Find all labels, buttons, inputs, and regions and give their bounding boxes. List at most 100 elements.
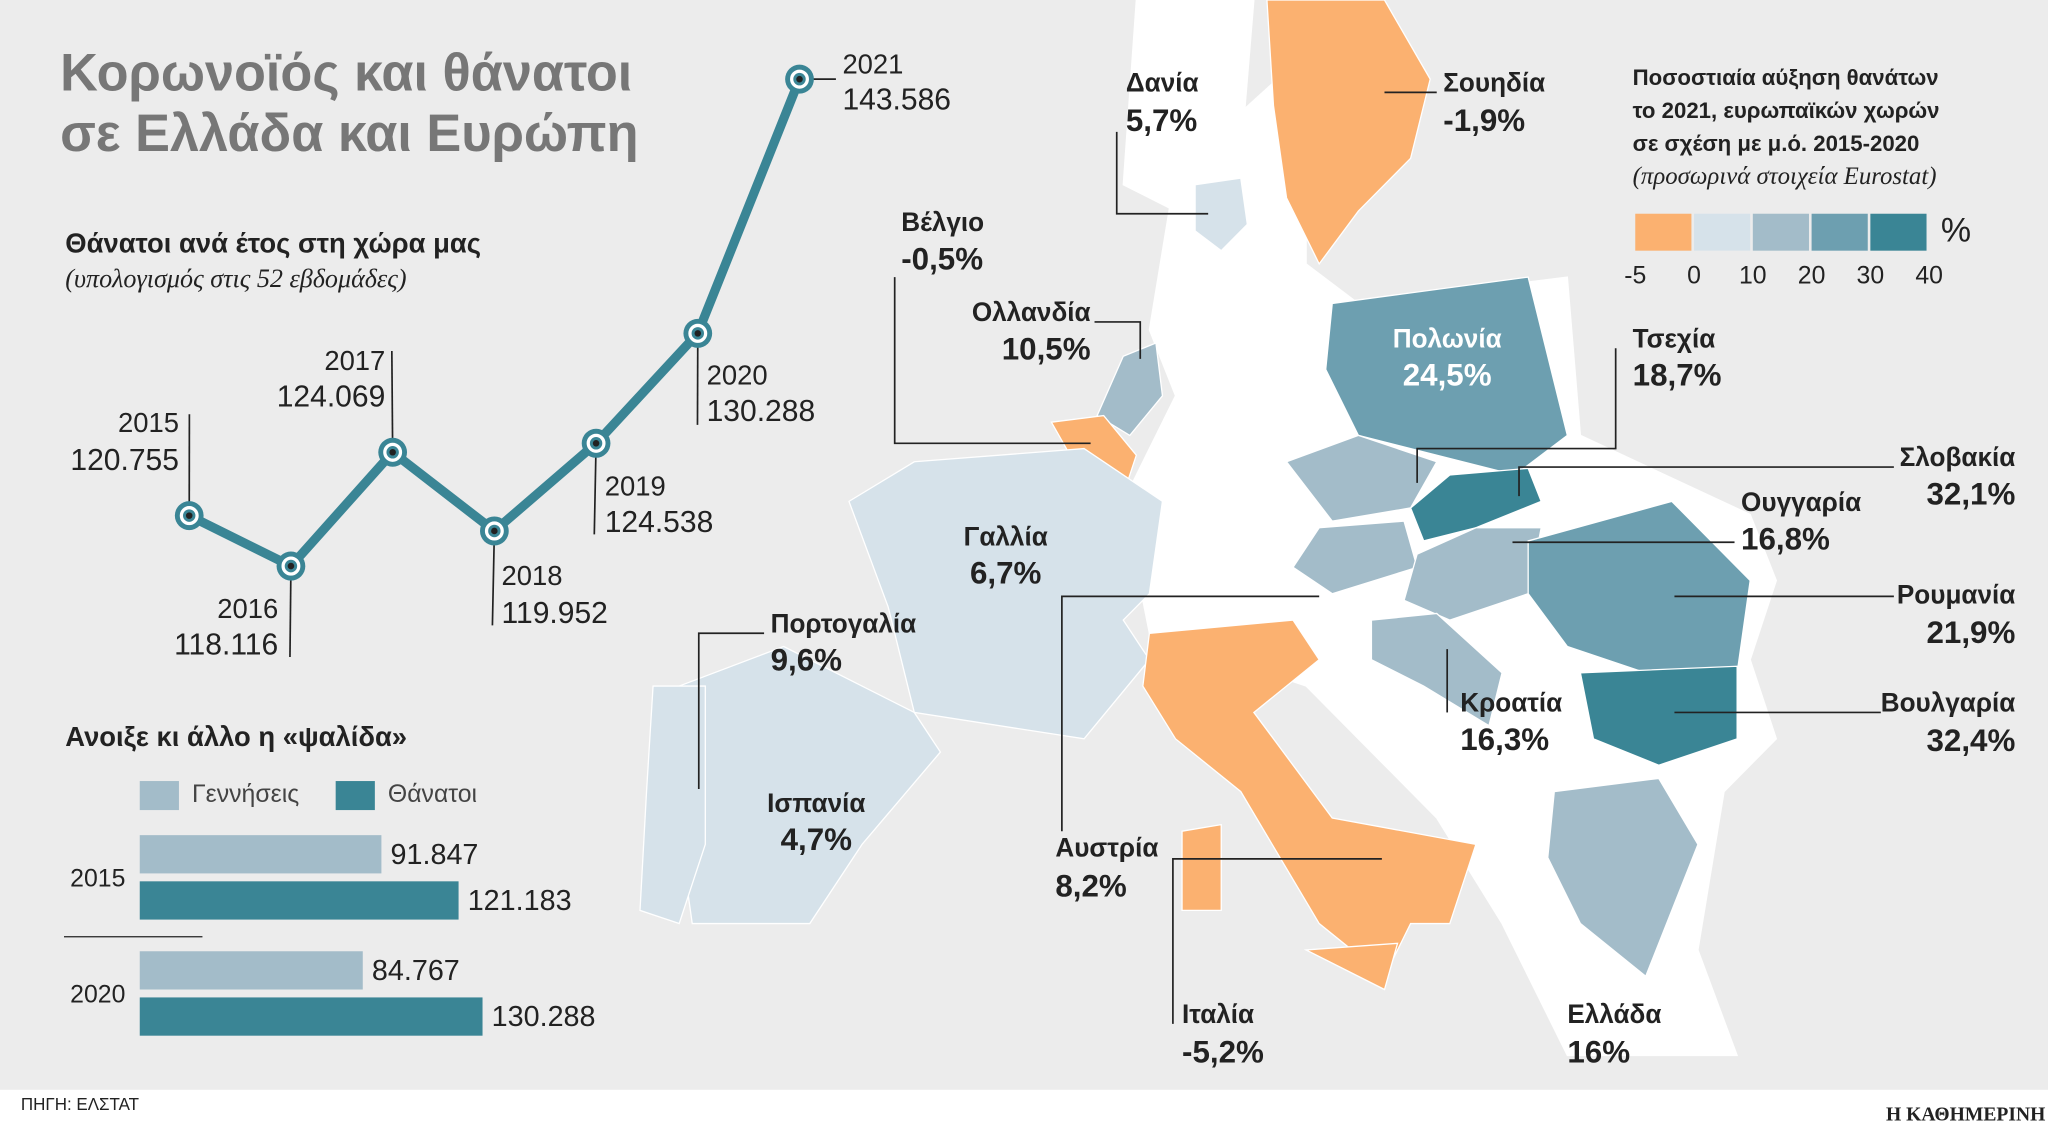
country-value: 24,5% bbox=[1403, 357, 1492, 393]
chart-title: Θάνατοι ανά έτος στη χώρα μας bbox=[65, 228, 481, 259]
title: σε Ελλάδα και Ευρώπη bbox=[60, 104, 638, 163]
legend-title: Ποσοστιαία αύξηση θανάτων bbox=[1633, 65, 1939, 90]
year-label: 2015 bbox=[118, 407, 179, 438]
country-name: Ουγγαρία bbox=[1741, 487, 1861, 517]
legend-tick: -5 bbox=[1624, 262, 1646, 290]
legend-label: Γεννήσεις bbox=[192, 780, 299, 808]
country-value: 16% bbox=[1567, 1033, 1630, 1069]
chart-subtitle: (υπολογισμός στις 52 εβδομάδες) bbox=[65, 264, 406, 293]
legend-tick: 40 bbox=[1915, 262, 1943, 290]
value-label: 118.116 bbox=[174, 628, 278, 661]
leaders bbox=[697, 91, 1894, 1024]
point-dot bbox=[592, 439, 600, 447]
country-value: 6,7% bbox=[970, 554, 1041, 590]
legend-swatch bbox=[335, 781, 375, 811]
title: Κορωνοϊός και θάνατοι bbox=[60, 43, 632, 102]
country-name: Ολλανδία bbox=[972, 297, 1091, 327]
country-name: Σλοβακία bbox=[1900, 442, 2016, 472]
legend-tick: 20 bbox=[1798, 262, 1826, 290]
value-label: 121.183 bbox=[468, 885, 572, 917]
country-value: 16,3% bbox=[1460, 721, 1549, 757]
leader bbox=[390, 350, 394, 453]
year-label: 2016 bbox=[217, 593, 278, 624]
brand: Η ΚΑΘΗΜΕΡΙΝΗ bbox=[1886, 1104, 2045, 1126]
value-label: 84.767 bbox=[372, 955, 460, 987]
bar bbox=[139, 835, 382, 874]
value-label: 91.847 bbox=[391, 839, 479, 871]
legend-title: σε σχέση με μ.ό. 2015-2020 bbox=[1633, 131, 1920, 156]
country-value: 32,4% bbox=[1926, 722, 2015, 758]
chart-title: Ανοιξε κι άλλο η «ψαλίδα» bbox=[65, 721, 407, 752]
legend-swatch bbox=[139, 781, 179, 811]
bar bbox=[139, 881, 459, 920]
legend-unit: % bbox=[1941, 211, 1971, 249]
point-dot bbox=[694, 330, 702, 337]
legend-color bbox=[1811, 213, 1868, 251]
leader bbox=[593, 443, 597, 535]
year-label: 2019 bbox=[605, 470, 666, 501]
country-name: Δανία bbox=[1126, 67, 1199, 97]
point-dot bbox=[185, 512, 193, 519]
country-name: Σουηδία bbox=[1443, 67, 1545, 97]
bar bbox=[139, 997, 483, 1036]
country-name: Ρουμανία bbox=[1897, 579, 2015, 609]
country-value: -1,9% bbox=[1443, 102, 1525, 138]
country-value: 8,2% bbox=[1055, 867, 1126, 903]
country-name: Πορτογαλία bbox=[771, 608, 917, 638]
map-legend: Ποσοστιαία αύξηση θανάτων το 2021, ευρωπ… bbox=[1633, 65, 1971, 249]
map-labels: Δανία 5,7% Σουηδία -1,9% Βέλγιο -0,5% Ολ… bbox=[767, 67, 2015, 1069]
value-label: 124.538 bbox=[605, 506, 714, 539]
legend-tick: 30 bbox=[1857, 262, 1885, 290]
value-label: 124.069 bbox=[277, 380, 386, 413]
country-value: -0,5% bbox=[901, 240, 983, 276]
legend-color bbox=[1635, 213, 1692, 251]
point-dot bbox=[287, 562, 295, 570]
point-ring bbox=[281, 556, 301, 576]
leader bbox=[491, 530, 496, 626]
country-value: 10,5% bbox=[1002, 330, 1091, 366]
year-label: 2018 bbox=[502, 560, 563, 591]
point-dot bbox=[389, 448, 396, 456]
year-label: 2020 bbox=[707, 360, 768, 391]
country-value: 9,6% bbox=[771, 642, 842, 678]
point-ring bbox=[383, 442, 403, 462]
map-countries bbox=[639, 0, 1751, 991]
source: ΠΗΓΗ: ΕΛΣΤΑΤ bbox=[21, 1095, 140, 1114]
value-label: 120.755 bbox=[70, 444, 179, 477]
point-ring bbox=[688, 323, 708, 343]
legend-color bbox=[1694, 213, 1751, 251]
country-name: Ελλάδα bbox=[1567, 999, 1661, 1029]
country-name: Τσεχία bbox=[1633, 323, 1716, 353]
value-label: 130.288 bbox=[707, 395, 816, 428]
category-label: 2020 bbox=[70, 981, 125, 1009]
legend-color bbox=[1870, 213, 1927, 251]
value-label: 143.586 bbox=[842, 83, 951, 116]
point-ring bbox=[586, 433, 606, 453]
country-name: Βέλγιο bbox=[901, 207, 984, 237]
legend-tick: 0 bbox=[1687, 262, 1701, 290]
legend-color bbox=[1752, 213, 1809, 251]
country-value: 5,7% bbox=[1126, 102, 1197, 138]
country-name: Πολωνία bbox=[1393, 323, 1502, 353]
country-name: Ισπανία bbox=[767, 788, 865, 818]
legend-label: Θάνατοι bbox=[388, 780, 477, 808]
country-name: Αυστρία bbox=[1055, 833, 1158, 863]
point-dot bbox=[796, 75, 803, 83]
country-value: 21,9% bbox=[1926, 614, 2015, 650]
year-label: 2017 bbox=[324, 345, 385, 376]
legend-title: το 2021, ευρωπαϊκών χωρών bbox=[1633, 98, 1940, 123]
country-value: -5,2% bbox=[1182, 1033, 1264, 1069]
point-ring bbox=[790, 69, 809, 89]
country-value: 32,1% bbox=[1926, 475, 2015, 511]
country-name: Κροατία bbox=[1460, 687, 1562, 717]
country-name: Ιταλία bbox=[1182, 999, 1254, 1029]
country-value: 18,7% bbox=[1633, 357, 1722, 393]
point-dot bbox=[491, 527, 498, 535]
value-label: 119.952 bbox=[502, 597, 608, 630]
point-ring bbox=[484, 521, 504, 541]
value-label: 130.288 bbox=[492, 1001, 596, 1033]
country-name: Βουλγαρία bbox=[1881, 687, 2016, 717]
country-value: 4,7% bbox=[781, 821, 852, 857]
legend-tick: 10 bbox=[1739, 262, 1767, 290]
